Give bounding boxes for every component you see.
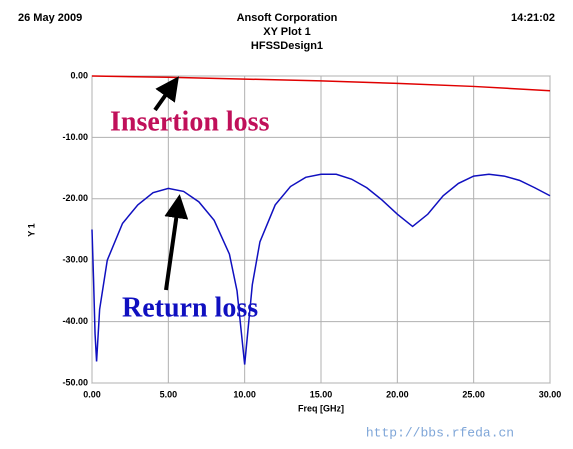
chart-title: Ansoft Corporation (237, 12, 338, 24)
design-name: HFSSDesign1 (251, 40, 323, 52)
annotation: Return loss (122, 292, 258, 323)
x-tick-label: 30.00 (539, 389, 562, 399)
series-line (91, 173, 551, 365)
x-tick-label: 5.00 (160, 389, 178, 399)
x-tick-label: 10.00 (233, 389, 256, 399)
arrow (164, 194, 189, 291)
y-tick-label: -50.00 (62, 377, 88, 387)
y-axis-label: Y 1 (26, 223, 36, 236)
y-tick-label: -20.00 (62, 193, 88, 203)
date: 26 May 2009 (18, 12, 82, 24)
x-tick-label: 15.00 (310, 389, 333, 399)
plot-area: 0.00 -10.00 -20.00 -30.00 -40.00 -50.00 0.00 5.… (62, 70, 561, 399)
annotation: Insertion loss (110, 106, 270, 137)
watermark: http://bbs.rfeda.cn (366, 425, 514, 440)
x-tick-label: 20.00 (386, 389, 409, 399)
x-tick-label: 25.00 (462, 389, 485, 399)
x-tick-label: 0.00 (83, 389, 101, 399)
chart-subtitle: XY Plot 1 (263, 26, 310, 38)
y-tick-label: -40.00 (62, 316, 88, 326)
y-tick-label: 0.00 (70, 70, 88, 80)
y-tick-label: -10.00 (62, 132, 88, 142)
time: 14:21:02 (511, 12, 555, 24)
y-tick-label: -30.00 (62, 255, 88, 265)
arrow (153, 76, 179, 112)
x-axis-label: Freq [GHz] (298, 403, 344, 413)
